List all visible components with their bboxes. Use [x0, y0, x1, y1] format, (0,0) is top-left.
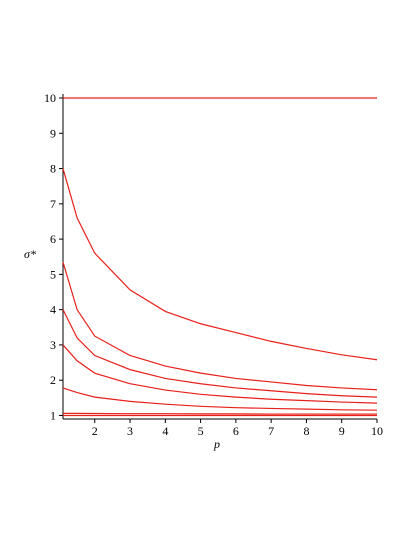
x-tick-label: 8 — [303, 424, 309, 438]
y-tick-label: 8 — [50, 162, 56, 176]
x-tick-label: 5 — [198, 424, 204, 438]
y-tick-label: 5 — [50, 267, 56, 281]
y-axis-label: σ* — [24, 247, 36, 261]
y-tick-label: 7 — [50, 197, 56, 211]
x-tick-label: 7 — [268, 424, 274, 438]
line-series — [63, 412, 377, 415]
x-tick-label: 3 — [127, 424, 133, 438]
y-tick-label: 10 — [44, 91, 56, 105]
y-tick-label: 6 — [50, 232, 56, 246]
x-tick-label: 10 — [371, 424, 383, 438]
y-tick-label: 9 — [50, 126, 56, 140]
y-tick-label: 2 — [50, 373, 56, 387]
x-axis-label: p — [213, 437, 220, 451]
line-series — [62, 261, 378, 391]
line-series — [62, 168, 378, 361]
line-series — [62, 344, 378, 404]
x-tick-label: 9 — [339, 424, 345, 438]
x-tick-label: 4 — [162, 424, 168, 438]
line-series — [62, 387, 378, 411]
line-series — [62, 309, 378, 398]
x-tick-label: 2 — [92, 424, 98, 438]
y-tick-label: 4 — [50, 303, 56, 317]
x-tick-label: 6 — [233, 424, 239, 438]
y-tick-label: 3 — [50, 338, 56, 352]
y-tick-label: 1 — [50, 408, 56, 422]
